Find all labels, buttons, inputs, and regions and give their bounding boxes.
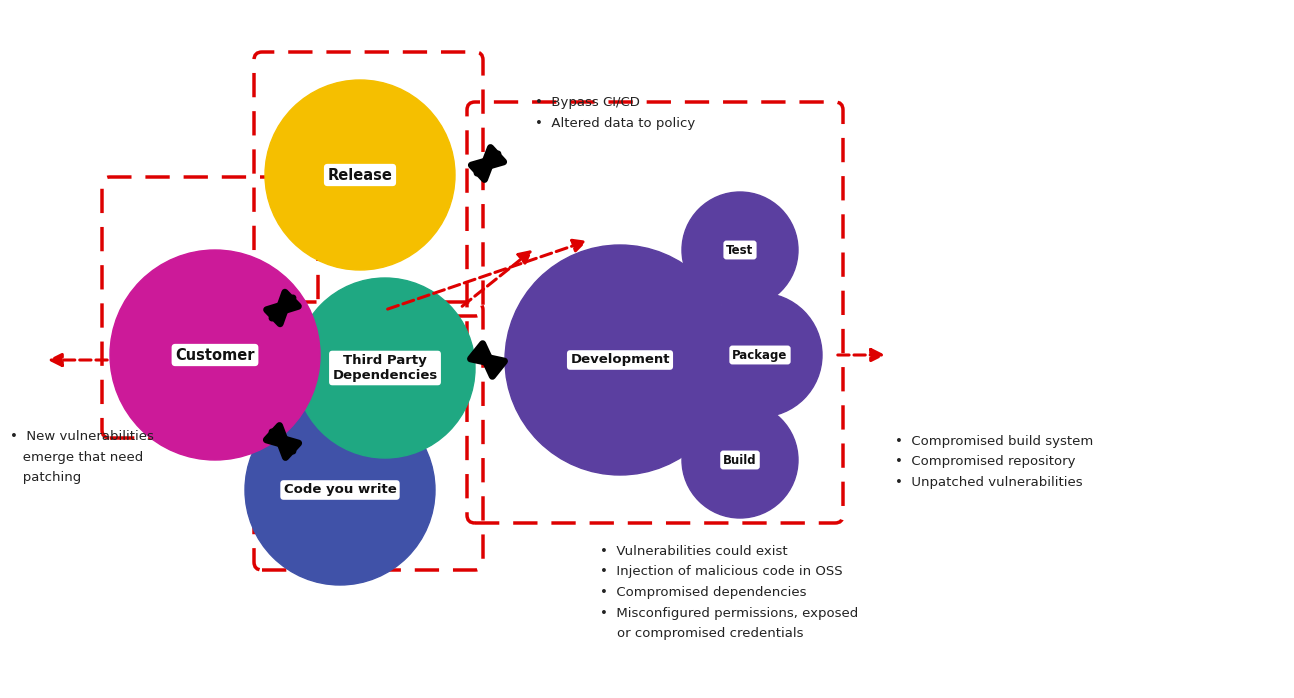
Text: Build: Build <box>723 454 757 466</box>
Circle shape <box>682 402 798 518</box>
Circle shape <box>245 395 435 585</box>
Circle shape <box>682 192 798 308</box>
Text: Customer: Customer <box>175 348 255 362</box>
Circle shape <box>697 293 822 417</box>
Text: Package: Package <box>732 348 788 362</box>
Text: Development: Development <box>571 353 670 366</box>
Circle shape <box>295 278 475 458</box>
Text: •  Vulnerabilities could exist
•  Injection of malicious code in OSS
•  Compromi: • Vulnerabilities could exist • Injectio… <box>600 545 858 640</box>
Circle shape <box>505 245 735 475</box>
Text: •  New vulnerabilities
   emerge that need
   patching: • New vulnerabilities emerge that need p… <box>10 430 154 484</box>
Text: Code you write: Code you write <box>283 484 396 496</box>
Circle shape <box>110 250 320 460</box>
Text: Release: Release <box>327 168 392 182</box>
Text: Third Party
Dependencies: Third Party Dependencies <box>333 354 437 382</box>
Circle shape <box>265 80 455 270</box>
Text: •  Compromised build system
•  Compromised repository
•  Unpatched vulnerabiliti: • Compromised build system • Compromised… <box>895 435 1093 489</box>
Text: •  Bypass CI/CD
•  Altered data to policy: • Bypass CI/CD • Altered data to policy <box>534 96 695 130</box>
Text: Test: Test <box>726 244 753 256</box>
